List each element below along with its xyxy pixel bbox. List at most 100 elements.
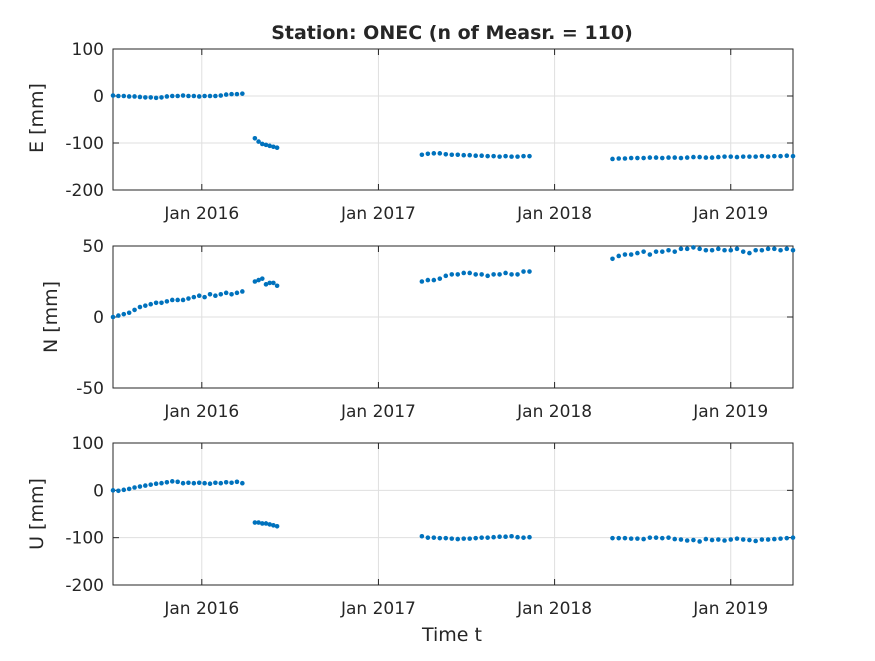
x-tick-label: Jan 2018 (516, 599, 592, 619)
data-point (110, 314, 116, 320)
data-point (759, 537, 765, 542)
x-tick-label: Jan 2017 (340, 599, 416, 619)
data-point (778, 247, 783, 253)
data-point (202, 294, 207, 300)
x-tick-label: Jan 2019 (692, 204, 768, 224)
data-point (753, 247, 758, 253)
y-tick-label: -200 (65, 181, 104, 201)
data-point (110, 488, 116, 493)
data-point (164, 94, 170, 99)
data-point (616, 253, 622, 259)
data-point (503, 153, 508, 159)
data-point (186, 93, 191, 99)
data-point (684, 246, 690, 252)
data-point (703, 247, 709, 253)
data-point (234, 91, 240, 97)
data-point (703, 536, 709, 542)
data-point (691, 154, 696, 160)
figure-title: Station: ONEC (n of Measr. = 110) (271, 22, 633, 44)
data-point (747, 154, 752, 159)
data-point (709, 537, 715, 543)
data-point (740, 537, 746, 542)
data-point (202, 93, 207, 99)
data-point (274, 145, 280, 150)
data-point (709, 155, 715, 160)
data-point (697, 154, 702, 160)
data-point (485, 535, 490, 540)
data-point (207, 93, 213, 99)
data-point (703, 155, 709, 160)
data-point (137, 484, 143, 489)
data-point (503, 270, 508, 276)
data-point (778, 153, 783, 159)
data-point (716, 537, 721, 542)
data-point (734, 246, 740, 252)
data-point (218, 93, 224, 98)
data-point (610, 156, 615, 162)
x-tick-label: Jan 2019 (692, 599, 768, 619)
data-point (419, 533, 425, 539)
east-ylabel: E [mm] (26, 83, 48, 153)
data-point (169, 479, 175, 484)
y-tick-label: 0 (93, 308, 104, 328)
data-point (202, 480, 207, 486)
data-point (641, 249, 646, 254)
data-point (267, 280, 272, 286)
data-point (213, 293, 218, 299)
data-point (461, 152, 467, 158)
y-tick-label: -200 (65, 576, 104, 596)
y-tick-label: 50 (82, 237, 104, 257)
data-point (218, 291, 224, 297)
data-point (256, 277, 261, 283)
data-point (473, 535, 478, 541)
data-point (497, 272, 502, 277)
data-point (431, 277, 437, 283)
x-tick-label: Jan 2017 (340, 402, 416, 422)
data-point (126, 94, 132, 99)
data-point (116, 313, 121, 318)
data-point (164, 479, 170, 485)
data-point (126, 310, 132, 316)
data-point (263, 142, 269, 148)
data-point (271, 280, 276, 286)
y-tick-label: 100 (72, 434, 104, 454)
data-point (497, 154, 502, 159)
data-point (479, 153, 484, 158)
data-point (425, 151, 431, 157)
data-point (207, 481, 213, 487)
data-point (143, 303, 148, 308)
axes-box (112, 48, 794, 191)
data-point (148, 301, 154, 307)
data-point (709, 247, 715, 253)
data-point (229, 291, 234, 297)
data-point (479, 272, 484, 277)
data-point (485, 153, 490, 159)
data-point (740, 249, 746, 254)
data-point (509, 272, 514, 277)
data-point (647, 155, 653, 160)
data-point (252, 136, 258, 141)
y-tick-label: -50 (76, 379, 104, 399)
data-point (641, 155, 646, 161)
data-point (753, 538, 758, 544)
data-point (437, 535, 443, 541)
data-point (734, 536, 740, 541)
data-point (180, 480, 186, 486)
data-point (728, 154, 734, 159)
data-point (666, 247, 671, 253)
data-point (240, 480, 245, 486)
x-axis-label: Time t (421, 624, 482, 646)
data-point (449, 152, 455, 158)
data-point (653, 249, 659, 254)
data-point (515, 154, 520, 159)
data-point (678, 537, 684, 542)
data-point (622, 156, 628, 161)
data-point (647, 535, 653, 540)
data-point (169, 93, 175, 99)
data-point (747, 537, 752, 543)
data-point (784, 153, 790, 158)
data-point (765, 246, 771, 252)
data-point (116, 93, 121, 99)
